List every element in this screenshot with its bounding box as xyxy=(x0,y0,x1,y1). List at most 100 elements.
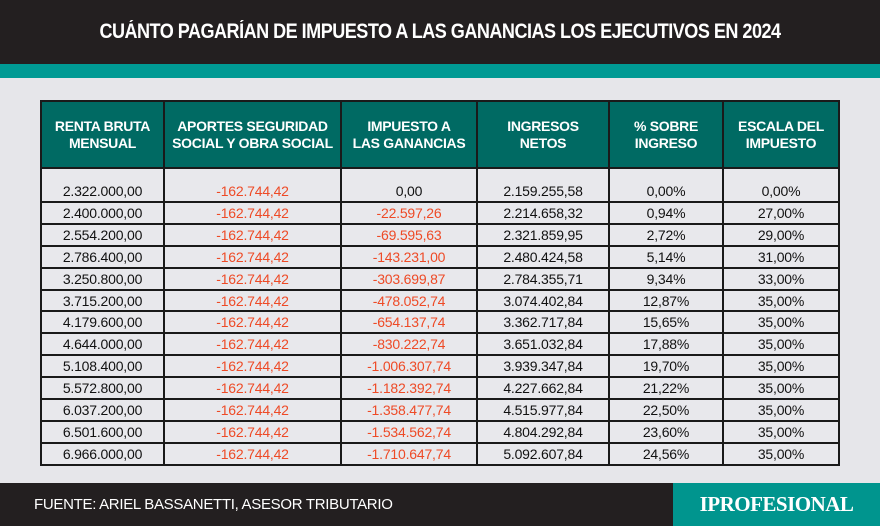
table-cell: -654.137,74 xyxy=(340,310,478,335)
table-cell: 4.179.600,00 xyxy=(40,310,165,335)
table-cell: 2.554.200,00 xyxy=(40,222,165,247)
table-row: 5.572.800,00 -162.744,42 -1.182.392,74 4.22… xyxy=(40,376,840,401)
source-credit: FUENTE: ARIEL BASSANETTI, ASESOR TRIBUTA… xyxy=(34,496,393,513)
column-header-line: NETOS xyxy=(519,134,567,151)
table-cell: -162.744,42 xyxy=(163,376,342,401)
table-cell: -162.744,42 xyxy=(163,201,342,225)
table-cell: 2,72% xyxy=(608,222,724,247)
table-cell: 31,00% xyxy=(722,244,840,269)
table-cell: 3.250.800,00 xyxy=(40,266,165,291)
column-header: APORTES SEGURIDAD SOCIAL Y OBRA SOCIAL xyxy=(163,100,342,169)
table-cell: -162.744,42 xyxy=(163,398,342,422)
table-cell: 35,00% xyxy=(722,332,840,357)
table-cell: 2.480.424,58 xyxy=(476,244,610,269)
table-cell: 5.092.607,84 xyxy=(476,441,610,466)
table-cell: 35,00% xyxy=(722,376,840,401)
table-row: 6.501.600,00 -162.744,42 -1.534.562,74 4.80… xyxy=(40,419,840,444)
table-cell: 2.400.000,00 xyxy=(40,201,165,225)
table-cell: -1.358.477,74 xyxy=(340,398,478,422)
table-cell: -478.052,74 xyxy=(340,288,478,313)
iprofesional-logo: IPROFESIONAL xyxy=(673,483,880,526)
table-cell: -22.597,26 xyxy=(340,201,478,225)
table-cell: 15,65% xyxy=(608,310,724,335)
table-cell: 35,00% xyxy=(722,310,840,335)
table-cell: 19,70% xyxy=(608,354,724,379)
table-cell: -162.744,42 xyxy=(163,244,342,269)
table-cell: 0,00% xyxy=(608,167,724,203)
column-header-line: IMPUESTO xyxy=(745,134,817,151)
table-row: 4.179.600,00 -162.744,42 -654.137,74 3.362.… xyxy=(40,310,840,335)
table-cell: -162.744,42 xyxy=(163,354,342,379)
table-cell: 17,88% xyxy=(608,332,724,357)
column-header: % SOBRE INGRESO xyxy=(608,100,724,169)
table-row: 6.966.000,00 -162.744,42 -1.710.647,74 5.09… xyxy=(40,441,840,466)
table-cell: 22,50% xyxy=(608,398,724,422)
table-cell: -143.231,00 xyxy=(340,244,478,269)
table-cell: 35,00% xyxy=(722,441,840,466)
table-cell: -162.744,42 xyxy=(163,310,342,335)
table-row: 3.715.200,00 -162.744,42 -478.052,74 3.074.… xyxy=(40,288,840,313)
table-cell: 0,00% xyxy=(722,167,840,203)
table-cell: 5,14% xyxy=(608,244,724,269)
column-header-line: INGRESO xyxy=(634,134,698,151)
table-cell: 2.786.400,00 xyxy=(40,244,165,269)
table-cell: 35,00% xyxy=(722,419,840,444)
table-cell: 12,87% xyxy=(608,288,724,313)
table-cell: 2.322.000,00 xyxy=(40,167,165,203)
table-cell: -1.534.562,74 xyxy=(340,419,478,444)
table-cell: -1.182.392,74 xyxy=(340,376,478,401)
header-row: RENTA BRUTA MENSUAL APORTES SEGURIDAD SOCIA… xyxy=(40,100,840,169)
table-cell: -162.744,42 xyxy=(163,167,342,203)
table-cell: 33,00% xyxy=(722,266,840,291)
table-cell: -162.744,42 xyxy=(163,266,342,291)
column-header: INGRESOS NETOS xyxy=(476,100,610,169)
table-cell: 2.214.658,32 xyxy=(476,201,610,225)
table-cell: 3.362.717,84 xyxy=(476,310,610,335)
table-cell: 24,56% xyxy=(608,441,724,466)
column-header-line: SOCIAL Y OBRA SOCIAL xyxy=(172,134,333,151)
table-cell: 6.966.000,00 xyxy=(40,441,165,466)
table-cell: -162.744,42 xyxy=(163,332,342,357)
table-cell: 5.572.800,00 xyxy=(40,376,165,401)
column-header-line: LAS GANANCIAS xyxy=(352,134,466,151)
table-cell: 2.321.859,95 xyxy=(476,222,610,247)
table-cell: 9,34% xyxy=(608,266,724,291)
table-cell: -162.744,42 xyxy=(163,288,342,313)
table-cell: 4.515.977,84 xyxy=(476,398,610,422)
column-header-line: % SOBRE xyxy=(633,117,699,134)
table-cell: -69.595,63 xyxy=(340,222,478,247)
column-header-line: MENSUAL xyxy=(68,134,137,151)
table-cell: 5.108.400,00 xyxy=(40,354,165,379)
table-row: 2.400.000,00 -162.744,42 -22.597,26 2.214.6… xyxy=(40,201,840,225)
table-cell: 3.939.347,84 xyxy=(476,354,610,379)
column-header-line: INGRESOS xyxy=(507,117,579,134)
table-cell: 21,22% xyxy=(608,376,724,401)
page-title: CUÁNTO PAGARÍAN DE IMPUESTO A LAS GANANC… xyxy=(99,20,781,43)
table-row: 5.108.400,00 -162.744,42 -1.006.307,74 3.93… xyxy=(40,354,840,379)
table-cell: -162.744,42 xyxy=(163,419,342,444)
table-cell: 27,00% xyxy=(722,201,840,225)
table-cell: 35,00% xyxy=(722,288,840,313)
table-cell: -162.744,42 xyxy=(163,441,342,466)
table-cell: 3.715.200,00 xyxy=(40,288,165,313)
column-header-line: RENTA BRUTA xyxy=(54,117,151,134)
table-row: 4.644.000,00 -162.744,42 -830.222,74 3.651.… xyxy=(40,332,840,357)
column-header: ESCALA DEL IMPUESTO xyxy=(722,100,840,169)
column-header: IMPUESTO A LAS GANANCIAS xyxy=(340,100,478,169)
table-cell: -830.222,74 xyxy=(340,332,478,357)
table-cell: 4.804.292,84 xyxy=(476,419,610,444)
column-header-line: IMPUESTO A xyxy=(367,117,451,134)
footer: FUENTE: ARIEL BASSANETTI, ASESOR TRIBUTA… xyxy=(0,483,880,526)
table-cell: 3.074.402,84 xyxy=(476,288,610,313)
accent-stripe xyxy=(0,64,880,78)
table-row: 2.322.000,00 -162.744,42 0,00 2.159.255,58 0… xyxy=(40,167,840,203)
table-cell: 23,60% xyxy=(608,419,724,444)
table-row: 6.037.200,00 -162.744,42 -1.358.477,74 4.51… xyxy=(40,398,840,422)
table-cell: 0,94% xyxy=(608,201,724,225)
table-cell: 35,00% xyxy=(722,398,840,422)
table-row: 3.250.800,00 -162.744,42 -303.699,87 2.784.… xyxy=(40,266,840,291)
table-cell: 6.501.600,00 xyxy=(40,419,165,444)
column-header: RENTA BRUTA MENSUAL xyxy=(40,100,165,169)
table-row: 2.554.200,00 -162.744,42 -69.595,63 2.321.8… xyxy=(40,222,840,247)
table-cell: -303.699,87 xyxy=(340,266,478,291)
